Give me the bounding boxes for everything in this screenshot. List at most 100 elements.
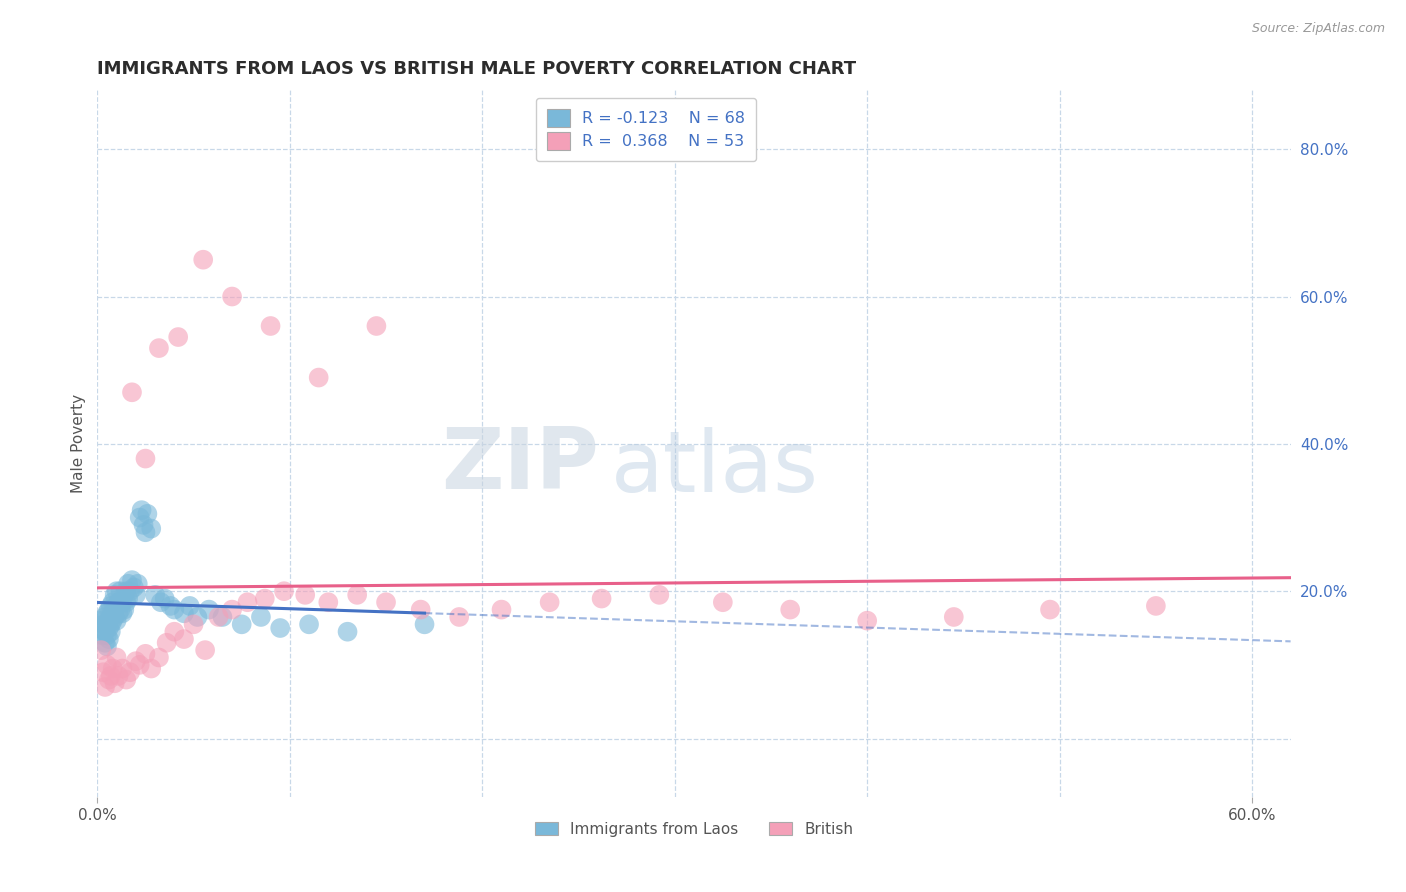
Point <box>159 599 181 613</box>
Point <box>375 595 398 609</box>
Point <box>89 621 111 635</box>
Point <box>96 617 118 632</box>
Point <box>128 657 150 672</box>
Point <box>112 602 135 616</box>
Point <box>94 680 117 694</box>
Text: ZIP: ZIP <box>440 424 599 507</box>
Point <box>856 614 879 628</box>
Point <box>153 591 176 606</box>
Point <box>198 602 221 616</box>
Point <box>97 632 120 646</box>
Point <box>132 517 155 532</box>
Point <box>183 617 205 632</box>
Point <box>236 595 259 609</box>
Point <box>131 503 153 517</box>
Point <box>269 621 291 635</box>
Point <box>125 588 148 602</box>
Point <box>101 661 124 675</box>
Point <box>134 525 156 540</box>
Point <box>96 628 118 642</box>
Point <box>115 673 138 687</box>
Point <box>259 318 281 333</box>
Point <box>942 610 965 624</box>
Point <box>101 614 124 628</box>
Point <box>97 621 120 635</box>
Text: Source: ZipAtlas.com: Source: ZipAtlas.com <box>1251 22 1385 36</box>
Point <box>136 507 159 521</box>
Point <box>96 640 118 654</box>
Point <box>231 617 253 632</box>
Point <box>128 510 150 524</box>
Point <box>366 318 388 333</box>
Point <box>163 602 186 616</box>
Point <box>449 610 471 624</box>
Point <box>120 665 142 680</box>
Point <box>100 669 122 683</box>
Point <box>96 607 118 621</box>
Point <box>110 584 132 599</box>
Y-axis label: Male Poverty: Male Poverty <box>72 394 86 493</box>
Point <box>107 669 129 683</box>
Point <box>294 588 316 602</box>
Point <box>491 602 513 616</box>
Text: IMMIGRANTS FROM LAOS VS BRITISH MALE POVERTY CORRELATION CHART: IMMIGRANTS FROM LAOS VS BRITISH MALE POV… <box>97 60 856 78</box>
Point <box>221 289 243 303</box>
Point <box>409 602 432 616</box>
Point <box>173 632 195 646</box>
Point <box>107 607 129 621</box>
Point <box>110 602 132 616</box>
Point <box>134 647 156 661</box>
Point <box>193 252 215 267</box>
Point <box>163 624 186 639</box>
Point <box>91 617 114 632</box>
Point <box>148 650 170 665</box>
Point <box>211 610 233 624</box>
Point <box>94 624 117 639</box>
Point <box>105 614 128 628</box>
Point <box>90 614 112 628</box>
Point <box>648 588 671 602</box>
Point <box>120 584 142 599</box>
Point <box>91 665 114 680</box>
Point <box>115 584 138 599</box>
Point <box>97 673 120 687</box>
Point <box>336 624 359 639</box>
Point <box>122 581 145 595</box>
Point <box>141 522 163 536</box>
Point <box>100 599 122 613</box>
Point <box>97 614 120 628</box>
Point <box>97 602 120 616</box>
Point <box>134 451 156 466</box>
Point <box>1144 599 1167 613</box>
Point <box>173 607 195 621</box>
Point <box>148 341 170 355</box>
Point <box>125 654 148 668</box>
Point <box>111 661 134 675</box>
Point <box>121 385 143 400</box>
Text: atlas: atlas <box>610 427 818 510</box>
Point <box>538 595 561 609</box>
Point <box>104 676 127 690</box>
Point <box>179 599 201 613</box>
Point <box>591 591 613 606</box>
Point <box>250 610 273 624</box>
Point <box>104 602 127 616</box>
Point <box>207 610 229 624</box>
Point <box>90 643 112 657</box>
Point <box>121 573 143 587</box>
Point <box>105 650 128 665</box>
Point <box>273 584 295 599</box>
Point <box>104 588 127 602</box>
Point <box>100 617 122 632</box>
Point <box>96 657 118 672</box>
Point <box>186 610 208 624</box>
Point <box>94 636 117 650</box>
Legend: Immigrants from Laos, British: Immigrants from Laos, British <box>529 815 859 843</box>
Point <box>105 584 128 599</box>
Point <box>221 602 243 616</box>
Point <box>117 591 139 606</box>
Point <box>117 577 139 591</box>
Point <box>107 595 129 609</box>
Point <box>143 588 166 602</box>
Point <box>167 330 190 344</box>
